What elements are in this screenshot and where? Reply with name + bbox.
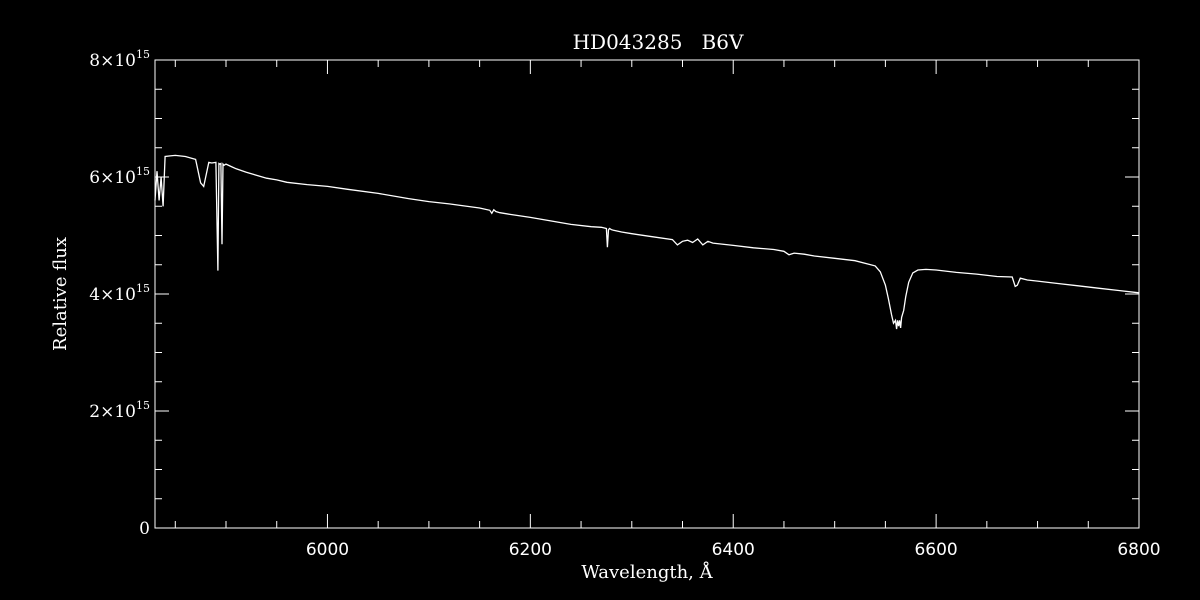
y-tick-label: 6×1015	[89, 165, 150, 188]
spectrum-line	[154, 154, 1140, 330]
x-tick-label: 6600	[914, 540, 957, 560]
x-tick-label: 6800	[1117, 540, 1160, 560]
plot-frame	[154, 59, 1140, 529]
x-tick-label: 6000	[306, 540, 349, 560]
y-tick-label: 8×1015	[89, 48, 150, 71]
x-tick-label: 6200	[509, 540, 552, 560]
title-type: B6V	[702, 30, 744, 54]
title-star: HD043285	[573, 30, 683, 54]
y-tick-label: 0	[139, 519, 150, 539]
x-tick-label: 6400	[712, 540, 755, 560]
x-axis-label: Wavelength, Å	[581, 561, 713, 583]
y-tick-label: 4×1015	[89, 282, 150, 305]
y-axis-ticks: 0 2×1015 4×1015 6×1015 8×1015	[89, 48, 1139, 539]
chart-title: HD043285 B6V	[573, 30, 744, 54]
y-tick-label: 2×1015	[89, 399, 150, 422]
x-axis-ticks: 6000 6200 6400 6600 6800	[174, 60, 1161, 560]
y-axis-label: Relative flux	[50, 237, 71, 351]
